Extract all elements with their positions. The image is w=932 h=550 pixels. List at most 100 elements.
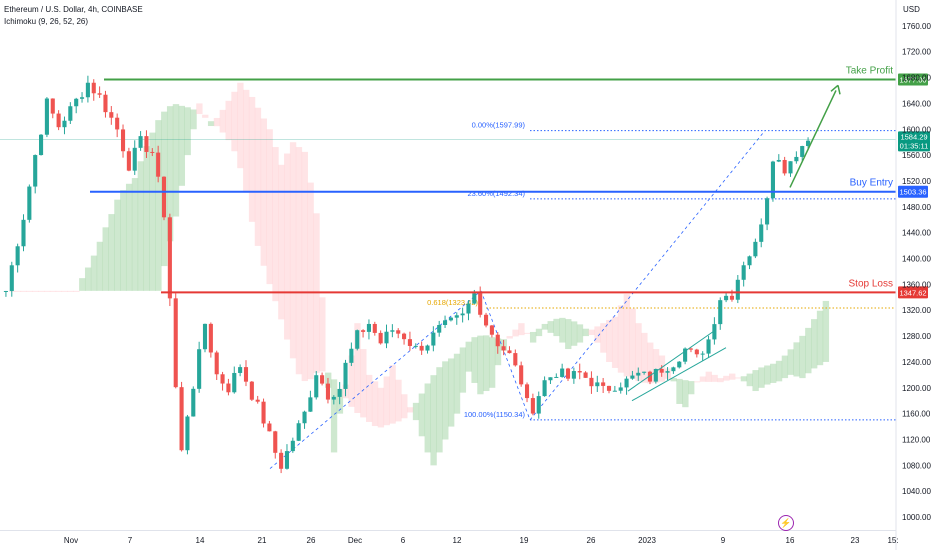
- candle-body: [150, 151, 155, 153]
- cloud-segment: [73, 290, 80, 292]
- candle-body: [103, 94, 108, 113]
- cloud-segment: [606, 319, 613, 363]
- cloud-segment: [219, 109, 226, 133]
- candle-body: [202, 323, 208, 350]
- cloud-segment: [196, 103, 203, 115]
- cloud-segment: [793, 342, 800, 377]
- price-tick-label: 1520.00: [902, 177, 931, 186]
- cloud-segment: [600, 323, 607, 353]
- cloud-segment: [787, 349, 794, 375]
- candle-body: [425, 345, 430, 351]
- time-tick-label: 16: [786, 536, 795, 545]
- candle-body: [331, 396, 336, 400]
- cloud-segment: [453, 353, 461, 414]
- candle-body: [466, 303, 471, 314]
- price-tick-label: 1040.00: [902, 487, 931, 496]
- price-tick-label: 1120.00: [902, 436, 931, 445]
- cloud-segment: [535, 328, 543, 337]
- cloud-segment: [190, 109, 197, 130]
- candle-body: [577, 371, 582, 373]
- candle-body: [161, 176, 167, 218]
- cloud-segment: [14, 290, 22, 292]
- candle-body: [267, 423, 272, 432]
- cloud-segment: [582, 328, 590, 337]
- price-tick-label: 1600.00: [902, 125, 931, 134]
- cloud-segment: [565, 319, 572, 350]
- cloud-segment: [32, 290, 39, 292]
- candle-body: [683, 348, 688, 362]
- cloud-segment: [348, 355, 355, 407]
- candle-body: [501, 346, 506, 351]
- candle-body: [132, 147, 137, 171]
- cloud-segment: [483, 335, 490, 392]
- cloud-segment: [699, 376, 707, 382]
- cloud-segment: [96, 241, 104, 291]
- candle-body: [443, 320, 448, 326]
- candle-body: [770, 161, 775, 199]
- candle-body: [308, 397, 313, 412]
- cloud-segment: [307, 182, 314, 380]
- candle-body: [431, 332, 436, 346]
- level-name: Buy Entry: [850, 178, 893, 189]
- cloud-segment: [488, 337, 496, 388]
- candle-body: [571, 371, 576, 379]
- chart-legend: Ethereum / U.S. Dollar, 4h, COINBASE Ich…: [4, 4, 143, 28]
- cloud-segment: [418, 393, 426, 437]
- cloud-segment: [682, 380, 689, 408]
- cloud-segment: [770, 363, 777, 383]
- candle-body: [542, 380, 547, 397]
- candle-body: [407, 339, 412, 346]
- time-tick-label: 26: [307, 536, 316, 545]
- candle-countdown: 01:35:11: [900, 141, 929, 150]
- candle-body: [232, 372, 237, 393]
- level-price-tag: [898, 73, 928, 86]
- cloud-segment: [383, 376, 390, 426]
- time-tick-label: 9: [721, 536, 726, 545]
- candle-body: [800, 146, 805, 157]
- candle-body: [483, 314, 489, 326]
- candle-body: [776, 159, 781, 162]
- candle-body: [238, 367, 243, 373]
- target-arrowhead-icon: [830, 84, 841, 95]
- target-arrow-icon: [789, 90, 837, 188]
- candle-body: [79, 97, 85, 99]
- cloud-segment: [272, 147, 279, 302]
- cloud-segment: [38, 290, 45, 292]
- cloud-segment: [284, 153, 291, 340]
- candle-body: [659, 368, 664, 373]
- price-tick-label: 1240.00: [902, 358, 931, 367]
- candle-body: [700, 353, 705, 355]
- price-tick-label: 1160.00: [902, 410, 931, 419]
- cloud-segment: [576, 324, 584, 343]
- cloud-segment: [816, 310, 824, 366]
- time-tick-label: 15:: [887, 536, 898, 545]
- price-tick-label: 1280.00: [902, 332, 931, 341]
- cloud-segment: [688, 381, 695, 395]
- channel-upper-line: [627, 329, 717, 392]
- cloud-segment: [207, 121, 215, 127]
- cloud-segment: [711, 374, 718, 382]
- candle-body: [788, 161, 793, 174]
- cloud-segment: [401, 394, 408, 419]
- candle-body: [74, 98, 79, 107]
- cloud-segment: [471, 337, 478, 383]
- time-tick-label: 21: [258, 536, 267, 545]
- time-tick-label: Nov: [64, 536, 78, 545]
- candle-body: [249, 381, 254, 400]
- candle-body: [284, 451, 290, 469]
- candle-body: [653, 368, 658, 382]
- candle-body: [495, 334, 500, 347]
- cloud-segment: [407, 407, 414, 413]
- cloud-segment: [729, 373, 736, 380]
- cloud-segment: [155, 120, 162, 291]
- candle-body: [226, 383, 231, 393]
- candle-body: [68, 106, 73, 121]
- cloud-segment: [213, 117, 221, 127]
- cloud-segment: [670, 377, 677, 382]
- candle-body: [390, 330, 395, 332]
- flash-icon[interactable]: ⚡: [778, 515, 794, 531]
- candle-body: [91, 82, 96, 94]
- cloud-segment: [120, 190, 127, 291]
